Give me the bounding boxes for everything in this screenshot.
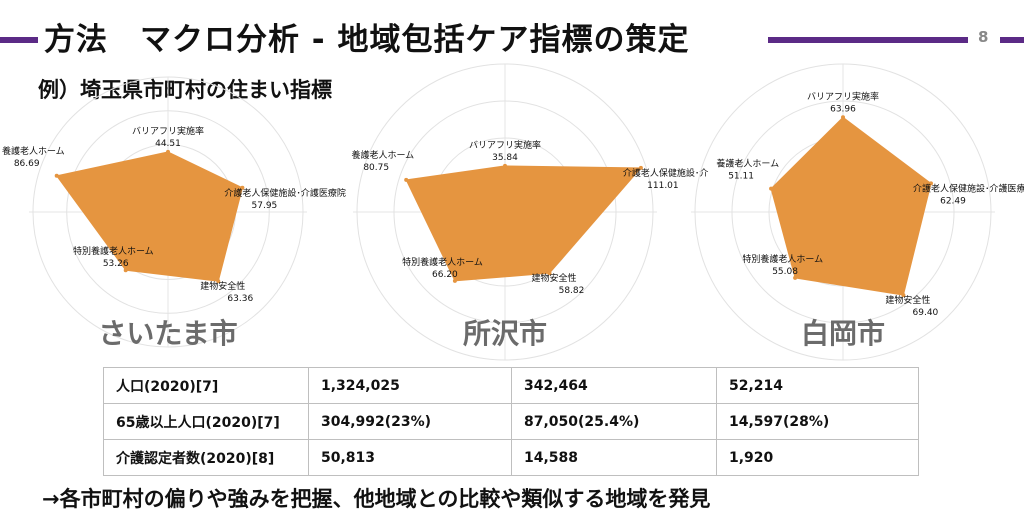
table-row: 人口(2020)[7] 1,324,025 342,464 52,214: [103, 367, 919, 404]
title-accent-bar-right: [768, 37, 968, 43]
radar-chart-title: さいたま市: [98, 317, 237, 350]
statistics-table: 人口(2020)[7] 1,324,025 342,464 52,214 65歳…: [103, 367, 919, 476]
radar-point: [452, 278, 457, 283]
radar-point: [769, 186, 774, 191]
radar-grid-ring: [393, 100, 617, 324]
radar-category-label: バリアフリ実施率: [469, 139, 541, 151]
radar-point: [841, 115, 845, 120]
radar-value-label: 57.95: [252, 201, 278, 211]
radar-category-label: 養護老人ホーム: [2, 145, 65, 157]
table-row: 介護認定者数(2020)[8] 50,813 14,588 1,920: [103, 439, 919, 476]
radar-category-label: 特別養護老人ホーム: [402, 256, 483, 268]
table-cell: 1,324,025: [308, 367, 512, 404]
radar-point: [929, 181, 933, 186]
radar-value-label: 63.36: [227, 294, 253, 304]
title-accent-bar-left: [0, 37, 38, 43]
table-cell: 304,992(23%): [308, 403, 512, 440]
radar-grid-ring: [32, 76, 304, 348]
radar-point: [240, 185, 245, 190]
radar-grid-ring: [356, 63, 654, 361]
radar-point: [901, 293, 906, 298]
table-cell: 50,813: [308, 439, 512, 476]
radar-point: [503, 163, 507, 168]
radar-grid-ring: [731, 100, 955, 324]
slide-subtitle: 例）埼玉県市町村の住まい指標: [38, 78, 332, 102]
radar-point: [547, 271, 552, 276]
radar-category-label: 養護老人ホーム: [351, 149, 414, 161]
radar-category-label: 介護老人保健施設･介護医療院: [913, 182, 1024, 194]
radar-category-label: 養護老人ホーム: [716, 158, 779, 170]
radar-value-label: 44.51: [155, 139, 181, 149]
radar-point: [216, 279, 221, 284]
radar-value-label: 53.26: [103, 259, 129, 269]
radar-value-label: 62.49: [940, 196, 966, 206]
radar-category-label: バリアフリ実施率: [132, 125, 204, 137]
radar-point: [54, 173, 59, 178]
page-number: 8: [978, 28, 989, 46]
radar-category-label: 介護老人保健施設･介: [623, 167, 709, 179]
radar-point: [793, 275, 798, 280]
radar-point: [404, 177, 409, 182]
slide-title: 方法 マクロ分析 - 地域包括ケア指標の策定: [44, 22, 690, 58]
radar-chart-title: 所沢市: [463, 317, 547, 350]
title-accent-bar-far-right: [1000, 37, 1024, 43]
radar-chart-title: 白岡市: [801, 317, 885, 350]
radar-grid-ring: [694, 63, 992, 361]
radar-value-label: 80.75: [363, 163, 389, 173]
radar-category-label: 特別養護老人ホーム: [73, 245, 154, 257]
table-cell: 65歳以上人口(2020)[7]: [103, 403, 309, 440]
radar-category-label: 建物安全性: [532, 272, 577, 284]
radar-category-label: 介護老人保健施設･介護医療院: [224, 187, 346, 199]
radar-value-label: 69.40: [913, 308, 939, 318]
radar-category-label: 建物安全性: [885, 294, 930, 306]
radar-value-label: 63.96: [830, 104, 856, 114]
radar-value-label: 58.82: [559, 286, 585, 296]
radar-area: [770, 116, 932, 296]
radar-value-label: 51.11: [728, 172, 754, 182]
radar-category-label: バリアフリ実施率: [807, 90, 879, 102]
radar-charts: バリアフリ実施率 44.51 介護老人保健施設･介護医療院 57.95 建物安全性 63.…: [2, 63, 1024, 361]
radar-point: [123, 268, 128, 273]
radar-category-label: 特別養護老人ホーム: [742, 253, 823, 265]
radar-grid-ring: [66, 110, 270, 314]
table-cell: 87,050(25.4%): [511, 403, 717, 440]
radar-value-label: 55.08: [772, 267, 798, 277]
table-cell: 52,214: [716, 367, 919, 404]
table-cell: 介護認定者数(2020)[8]: [103, 439, 309, 476]
table-cell: 14,597(28%): [716, 403, 919, 440]
table-row: 65歳以上人口(2020)[7] 304,992(23%) 87,050(25.…: [103, 403, 919, 440]
radar-value-label: 66.20: [432, 270, 458, 280]
radar-category-label: 建物安全性: [200, 280, 245, 292]
radar-value-label: 111.01: [647, 181, 679, 191]
table-cell: 14,588: [511, 439, 717, 476]
radar-point: [638, 165, 643, 170]
table-cell: 342,464: [511, 367, 717, 404]
radar-point: [166, 149, 170, 154]
radar-area: [405, 165, 642, 282]
radar-value-label: 35.84: [492, 153, 518, 163]
table-cell: 1,920: [716, 439, 919, 476]
table-cell: 人口(2020)[7]: [103, 367, 309, 404]
conclusion-text: →各市町村の偏りや強みを把握、他地域との比較や類似する地域を発見: [42, 487, 711, 511]
radar-value-label: 86.69: [14, 159, 40, 169]
radar-area: [55, 151, 243, 282]
